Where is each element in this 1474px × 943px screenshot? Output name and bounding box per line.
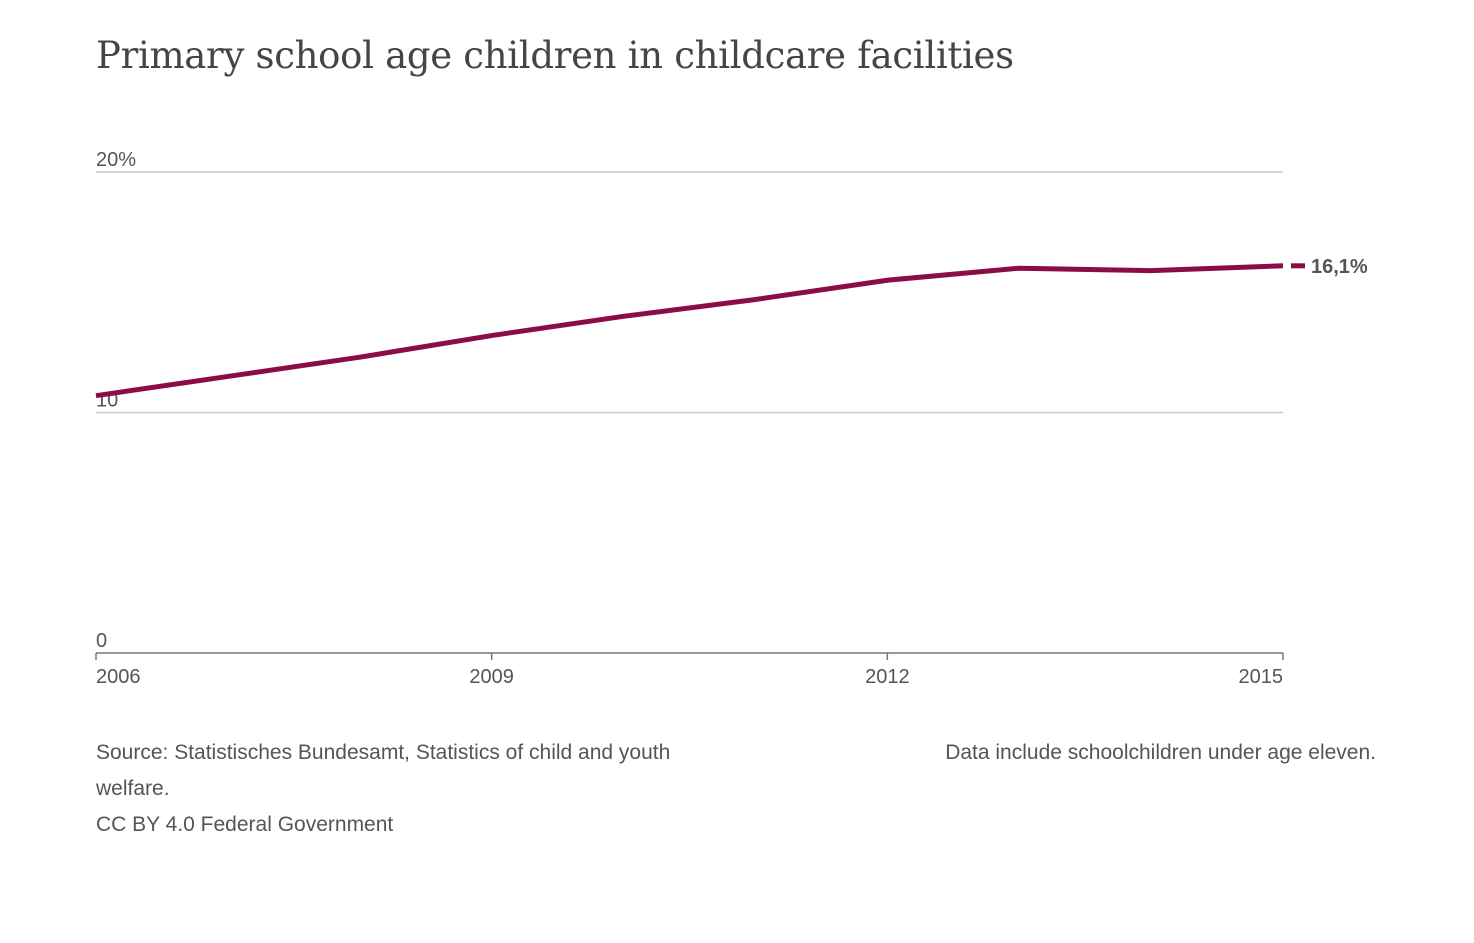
x-axis [95, 652, 1284, 660]
series-layer [95, 263, 1284, 399]
series-line-0 [95, 263, 1284, 399]
source-block: Source: Statistisches Bundesamt, Statist… [96, 735, 716, 843]
x-axis-labels: 2006 2009 2012 2015 [96, 666, 1283, 688]
y-tick-label: 20% [96, 149, 136, 171]
grid-lines [96, 171, 1283, 414]
x-tick-label: 2006 [96, 666, 141, 688]
y-tick-label: 0 [96, 630, 107, 652]
chart-title: Primary school age children in childcare… [96, 34, 1014, 77]
license-text: CC BY 4.0 Federal Government [96, 813, 394, 836]
source-text-line-1: Source: Statistisches Bundesamt, Statist… [96, 741, 671, 764]
x-tick-label: 2015 [1239, 666, 1284, 688]
end-label-layer: 16,1% [1291, 256, 1368, 278]
source-text-line-2: welfare. [96, 777, 170, 800]
data-note: Data include schoolchildren under age el… [945, 741, 1376, 764]
x-tick-label: 2012 [865, 666, 910, 688]
end-value-label: 16,1% [1311, 256, 1368, 278]
x-tick-label: 2009 [469, 666, 514, 688]
